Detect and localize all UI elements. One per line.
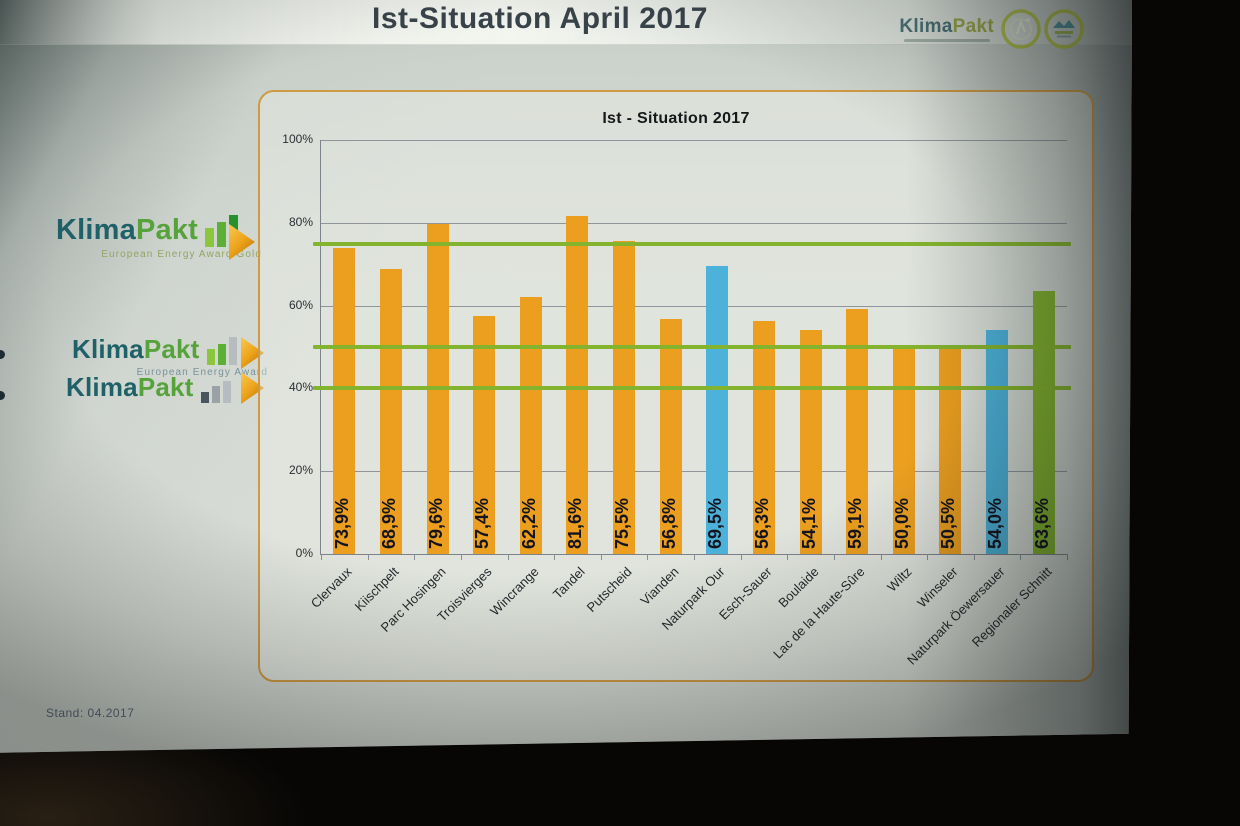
bar-value-label: 57,4% [472, 497, 493, 549]
bar-value-label: 56,3% [751, 497, 772, 549]
list-bullet [0, 391, 5, 400]
bar-Regionaler Schnitt [1032, 290, 1055, 554]
bar-value-label: 68,9% [378, 497, 399, 549]
x-axis-tick [367, 554, 369, 560]
x-axis-tick [321, 554, 322, 560]
naturpark-badge-icon [1044, 9, 1084, 49]
slide-title: Ist-Situation April 2017 [372, 2, 708, 35]
x-axis-tick [740, 554, 742, 560]
y-axis-label: 80% [288, 214, 313, 229]
klimapakt-award-logo: KlimaPakt European Energy Award [72, 334, 268, 378]
bar-Boulaide [799, 330, 822, 554]
bar-Troisvierges [473, 316, 496, 554]
slide-title-strip [0, 0, 1132, 45]
x-axis-tick [507, 554, 509, 560]
header-logo-text: KlimaPakt [876, 16, 994, 42]
gridline-20 [321, 471, 1067, 473]
klimapakt-award-wordmark: KlimaPakt [72, 334, 200, 364]
bar-value-label: 50,0% [891, 497, 912, 549]
bar-value-label: 56,8% [658, 497, 679, 549]
chart-title: Ist - Situation 2017 [602, 110, 750, 127]
y-axis-label: 0% [295, 546, 313, 560]
y-axis-label: 60% [288, 297, 313, 312]
bar-Putscheid [613, 241, 636, 554]
threshold-line-50 [313, 345, 1071, 349]
bar-value-label: 59,1% [845, 497, 866, 549]
eea-badge-icon [1001, 9, 1041, 49]
klimapakt-gold-logo: KlimaPakt European Energy Award Gold [56, 214, 262, 260]
klimapakt-header-logo: KlimaPakt [876, 4, 1092, 54]
bar-value-label: 75,5% [612, 497, 633, 549]
gridline-60 [321, 305, 1067, 307]
bar-Winseler [939, 344, 962, 554]
bar-value-label: 81,6% [565, 497, 586, 549]
x-axis-tick [880, 554, 882, 560]
x-axis-tick [833, 554, 835, 560]
bar-value-label: 62,2% [518, 497, 539, 549]
bar-value-label: 54,0% [985, 497, 1006, 549]
bar-value-label: 50,5% [938, 497, 959, 549]
slide-footer: Stand: 04.2017 [46, 706, 135, 720]
x-axis-tick [1067, 554, 1068, 560]
bar-Esch-Sauer [752, 320, 775, 554]
x-axis-tick [787, 554, 789, 560]
bar-value-label: 63,6% [1031, 497, 1052, 549]
x-axis-tick [1020, 554, 1022, 560]
bar-Wincrange [519, 296, 542, 554]
bar-Kiischpelt [379, 268, 402, 554]
y-axis-label: 40% [288, 380, 313, 395]
bar-Clervaux [333, 248, 356, 554]
x-axis-tick [647, 554, 649, 560]
x-axis-tick [600, 554, 602, 560]
klimapakt-basic-logo: KlimaPakt [66, 372, 262, 403]
bar-value-label: 79,6% [425, 497, 446, 549]
bar-chart-icon [200, 381, 231, 403]
threshold-line-75 [313, 241, 1071, 246]
x-axis-tick [973, 554, 975, 560]
x-axis-tick [694, 554, 695, 560]
header-logo-klima: Klima [899, 16, 953, 37]
eea-gold-subtitle: European Energy Award Gold [101, 249, 262, 260]
x-axis-tick [927, 554, 929, 560]
bar-Vianden [659, 318, 682, 554]
header-logo-subline [904, 39, 990, 42]
chart-panel: Ist - Situation 2017 100% 80% 60% 40% 20% 0% 7… [258, 90, 1094, 682]
klimapakt-gold-wordmark: KlimaPakt [56, 214, 199, 246]
x-axis-tick [554, 554, 556, 560]
gridline-100 [321, 140, 1067, 141]
gridline-80 [321, 222, 1067, 224]
bar-value-label: 54,1% [798, 497, 819, 549]
eea-subtitle: European Energy Award [136, 367, 268, 378]
y-axis-label: 20% [288, 463, 313, 478]
header-logo-pakt: Pakt [952, 16, 994, 37]
list-bullet [0, 350, 5, 359]
bar-Lac de la Haute-Sûre [846, 309, 869, 554]
y-axis-label: 100% [282, 132, 313, 146]
bar-Naturpark Öewersauer [986, 330, 1009, 554]
bar-Tandel [566, 216, 589, 554]
x-axis-tick [460, 554, 462, 560]
threshold-line-40 [313, 386, 1071, 391]
bar-Naturpark Our [706, 266, 729, 554]
plot-area: 100% 80% 60% 40% 20% 0% 73,9% 68,9% 79,6% 57,4% 62… [282, 132, 1071, 668]
bar-chart-icon [206, 337, 237, 365]
x-axis-tick [414, 554, 416, 560]
bar-Wiltz [892, 347, 915, 554]
bar-value-label: 69,5% [705, 497, 726, 549]
klimapakt-basic-wordmark: KlimaPakt [66, 372, 194, 402]
bar-value-label: 73,9% [332, 497, 353, 549]
presentation-slide: Ist-Situation April 2017 KlimaPakt Kl [0, 0, 1132, 753]
